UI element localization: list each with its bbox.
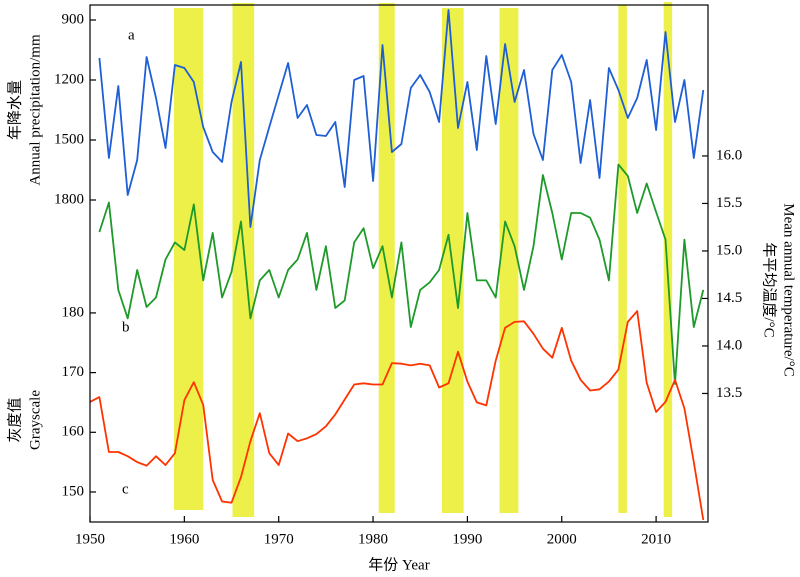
y3-axis-label: Grayscale — [27, 390, 43, 450]
x-tick-label: 1960 — [169, 531, 199, 547]
y-axis-label: 年降水量 — [6, 80, 23, 140]
series-line — [98, 9, 705, 228]
y3-tick-label: 170 — [62, 364, 85, 380]
y-tick-label: 1500 — [54, 131, 84, 147]
highlight-band — [618, 5, 627, 513]
y2-axis-label: 年平均温度/°C — [761, 242, 778, 337]
panel-label: b — [122, 319, 130, 335]
panel-label: a — [128, 27, 135, 43]
y-tick-label: 900 — [62, 11, 85, 27]
y3-axis-label: 灰度值 — [6, 397, 23, 442]
y3-tick-label: 180 — [62, 304, 85, 320]
x-tick-label: 1970 — [264, 531, 294, 547]
y2-tick-label: 15.0 — [716, 242, 742, 258]
x-tick-label: 1980 — [358, 531, 388, 547]
series-line — [89, 310, 705, 521]
y2-tick-label: 15.5 — [716, 195, 742, 211]
lines — [89, 9, 705, 521]
highlight-band — [663, 2, 673, 517]
x-tick-label: 2010 — [641, 531, 671, 547]
frame — [89, 4, 709, 523]
y2-tick-label: 13.5 — [716, 385, 742, 401]
highlight-band — [232, 3, 255, 517]
series-line — [98, 163, 705, 385]
x-axis-label: 年份 Year — [368, 556, 429, 573]
y3-tick-label: 160 — [62, 424, 85, 440]
highlight-band — [441, 8, 464, 513]
y2-axis-label: Mean annual temperature/°C — [781, 203, 797, 376]
y-axis-label: Annual precipitation/mm — [27, 34, 43, 186]
highlight-band — [499, 8, 519, 513]
y-tick-label: 1200 — [54, 71, 84, 87]
highlight-band — [378, 3, 395, 513]
panel-label: c — [122, 481, 129, 497]
y-tick-label: 1800 — [54, 191, 84, 207]
x-tick-label: 1950 — [75, 531, 105, 547]
x-tick-label: 1990 — [452, 531, 482, 547]
y3-tick-label: 150 — [62, 483, 85, 499]
y2-tick-label: 14.5 — [716, 290, 742, 306]
y2-tick-label: 14.0 — [716, 337, 742, 353]
y2-tick-label: 16.0 — [716, 147, 742, 163]
x-tick-label: 2000 — [547, 531, 577, 547]
